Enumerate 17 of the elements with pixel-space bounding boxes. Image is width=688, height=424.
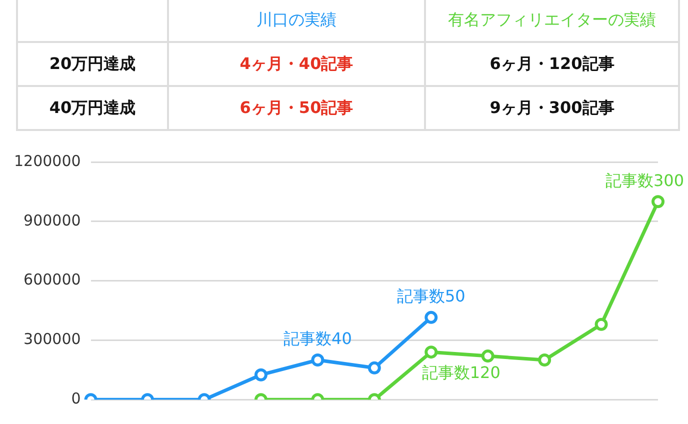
data-label: 記事数300 — [605, 170, 684, 190]
text: 6ヶ月・120記事 — [425, 42, 679, 86]
y-tick-label: 600000 — [24, 270, 81, 289]
text: 20万円達成 — [17, 42, 168, 86]
y-tick-label: 0 — [71, 389, 81, 408]
data-label: 記事数50 — [396, 286, 466, 306]
y-tick-label: 1200000 — [14, 152, 81, 170]
text: 9ヶ月・300記事 — [425, 86, 679, 130]
y-tick-label: 900000 — [24, 211, 81, 230]
text: 6ヶ月・50記事 — [168, 86, 425, 130]
data-label: 記事数40 — [284, 329, 352, 348]
text: 4ヶ月・40記事 — [168, 42, 425, 86]
text: 川口の実績 — [168, 0, 425, 42]
text: 有名アフィリエイターの実績 — [425, 0, 679, 42]
y-tick-label: 300000 — [24, 330, 81, 348]
data-label: 記事数120 — [422, 363, 500, 382]
text: 40万円達成 — [17, 86, 168, 130]
